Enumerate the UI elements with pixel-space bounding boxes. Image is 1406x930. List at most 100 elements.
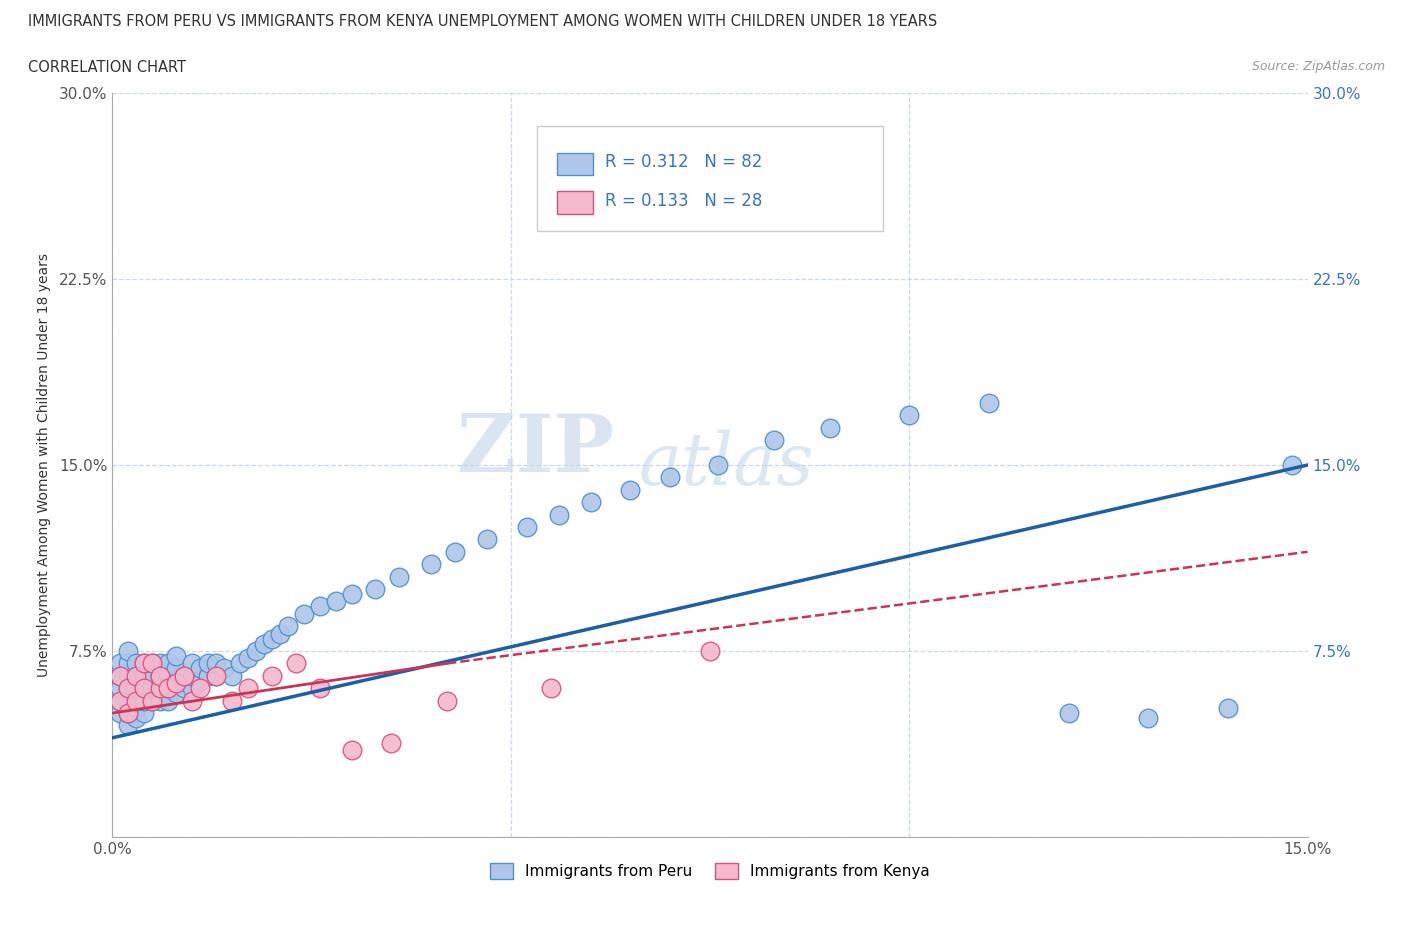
Point (436, 693, 458, 708)
Point (134, 681, 156, 696)
Point (340, 743, 363, 758)
Point (117, 656, 139, 671)
Point (141, 669, 163, 684)
Point (149, 669, 172, 684)
Point (762, 432, 785, 447)
Point (110, 669, 132, 684)
Point (134, 706, 156, 721)
Point (157, 693, 180, 708)
Point (364, 581, 387, 596)
Point (380, 736, 402, 751)
Point (110, 693, 132, 708)
Point (181, 693, 204, 708)
FancyBboxPatch shape (537, 126, 883, 231)
Text: CORRELATION CHART: CORRELATION CHART (28, 60, 186, 75)
Point (325, 594, 347, 609)
Point (181, 656, 204, 671)
Point (388, 569, 411, 584)
Point (134, 656, 156, 671)
Point (977, 395, 1000, 410)
Point (253, 636, 276, 651)
Point (125, 691, 148, 706)
Point (229, 656, 252, 671)
Point (260, 631, 283, 646)
Point (173, 681, 195, 696)
Text: atlas: atlas (638, 430, 814, 500)
Point (197, 656, 219, 671)
Point (117, 644, 139, 658)
Point (157, 681, 180, 696)
Point (188, 673, 211, 688)
Point (236, 651, 259, 666)
Point (149, 681, 172, 696)
Point (516, 520, 538, 535)
Text: ZIP: ZIP (457, 411, 614, 489)
Point (157, 669, 180, 684)
Point (117, 706, 139, 721)
Point (141, 693, 163, 708)
Point (117, 718, 139, 733)
Point (444, 544, 467, 559)
Point (125, 669, 148, 684)
Text: IMMIGRANTS FROM PERU VS IMMIGRANTS FROM KENYA UNEMPLOYMENT AMONG WOMEN WITH CHIL: IMMIGRANTS FROM PERU VS IMMIGRANTS FROM … (28, 14, 938, 29)
Point (173, 669, 195, 684)
Point (125, 656, 148, 671)
Point (260, 669, 283, 684)
Point (117, 669, 139, 684)
Point (699, 644, 721, 658)
Text: Source: ZipAtlas.com: Source: ZipAtlas.com (1251, 60, 1385, 73)
Point (125, 700, 148, 715)
Point (149, 681, 172, 696)
Legend: Immigrants from Peru, Immigrants from Kenya: Immigrants from Peru, Immigrants from Ke… (484, 857, 936, 885)
Point (245, 644, 267, 658)
Point (181, 681, 204, 696)
Point (340, 587, 363, 602)
Point (173, 669, 195, 684)
Point (110, 669, 132, 684)
Point (141, 656, 163, 671)
Text: R = 0.133   N = 28: R = 0.133 N = 28 (605, 192, 762, 210)
Point (125, 693, 148, 708)
Point (659, 470, 682, 485)
Point (117, 693, 139, 708)
Point (277, 618, 299, 633)
Point (707, 458, 730, 472)
Y-axis label: Unemployment Among Women with Children Under 18 years: Unemployment Among Women with Children U… (37, 253, 51, 677)
Point (540, 681, 562, 696)
Point (205, 669, 228, 684)
Point (181, 669, 204, 684)
Point (165, 648, 187, 663)
FancyBboxPatch shape (557, 153, 593, 175)
Point (141, 656, 163, 671)
FancyBboxPatch shape (557, 192, 593, 214)
Point (125, 711, 148, 725)
Point (134, 669, 156, 684)
Point (1137, 711, 1160, 725)
Point (141, 681, 163, 696)
Point (221, 693, 243, 708)
Point (165, 685, 187, 700)
Point (157, 681, 180, 696)
Point (212, 661, 235, 676)
Point (205, 669, 228, 684)
Point (579, 495, 602, 510)
Point (149, 693, 172, 708)
Point (110, 693, 132, 708)
Point (110, 706, 132, 721)
Point (475, 532, 498, 547)
Point (1216, 700, 1239, 715)
Point (205, 656, 228, 671)
Point (292, 606, 315, 621)
Point (197, 669, 219, 684)
Point (221, 669, 243, 684)
Point (236, 681, 259, 696)
Point (134, 656, 156, 671)
Point (420, 557, 443, 572)
Point (110, 681, 132, 696)
Point (134, 693, 156, 708)
Point (188, 681, 211, 696)
Point (165, 676, 187, 691)
Point (308, 599, 330, 614)
Point (157, 656, 180, 671)
Point (149, 656, 172, 671)
